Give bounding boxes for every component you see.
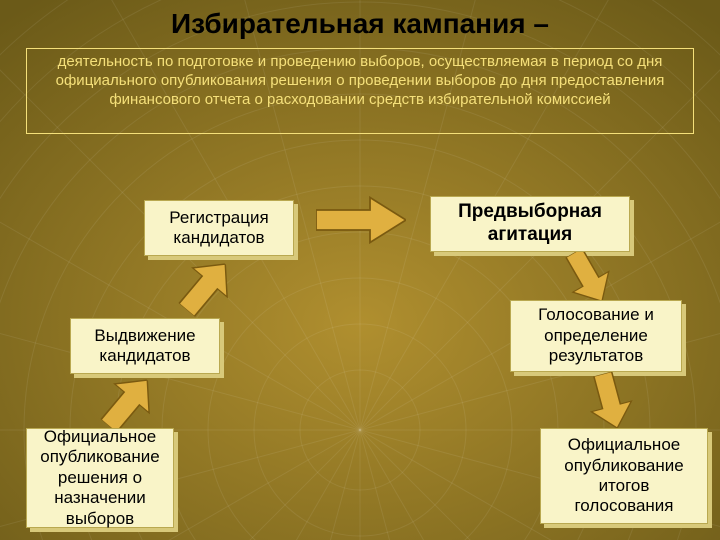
flow-node: Голосование и определение результатов	[510, 300, 682, 372]
flow-node: Регистрация кандидатов	[144, 200, 294, 256]
node-label: Регистрация кандидатов	[153, 208, 285, 249]
node-face: Официальное опубликование решения о назн…	[26, 428, 174, 528]
node-face: Официальное опубликование итогов голосов…	[540, 428, 708, 524]
node-label: Выдвижение кандидатов	[79, 326, 211, 367]
node-face: Голосование и определение результатов	[510, 300, 682, 372]
node-face: Выдвижение кандидатов	[70, 318, 220, 374]
flow-node: Выдвижение кандидатов	[70, 318, 220, 374]
node-face: Регистрация кандидатов	[144, 200, 294, 256]
slide-stage: Избирательная кампания – деятельность по…	[0, 0, 720, 540]
slide-subtitle-box: деятельность по подготовке и проведению …	[26, 48, 694, 134]
node-label: Предвыборная агитация	[439, 201, 621, 247]
node-face: Предвыборная агитация	[430, 196, 630, 252]
node-label: Официальное опубликование итогов голосов…	[549, 435, 699, 517]
node-label: Голосование и определение результатов	[519, 305, 673, 366]
slide-title: Избирательная кампания –	[0, 8, 720, 40]
slide-subtitle-text: деятельность по подготовке и проведению …	[56, 53, 665, 108]
flow-node: Официальное опубликование решения о назн…	[26, 428, 174, 528]
flow-node: Предвыборная агитация	[430, 196, 630, 252]
flow-arrow	[316, 195, 406, 245]
flow-node: Официальное опубликование итогов голосов…	[540, 428, 708, 524]
node-label: Официальное опубликование решения о назн…	[35, 427, 165, 529]
